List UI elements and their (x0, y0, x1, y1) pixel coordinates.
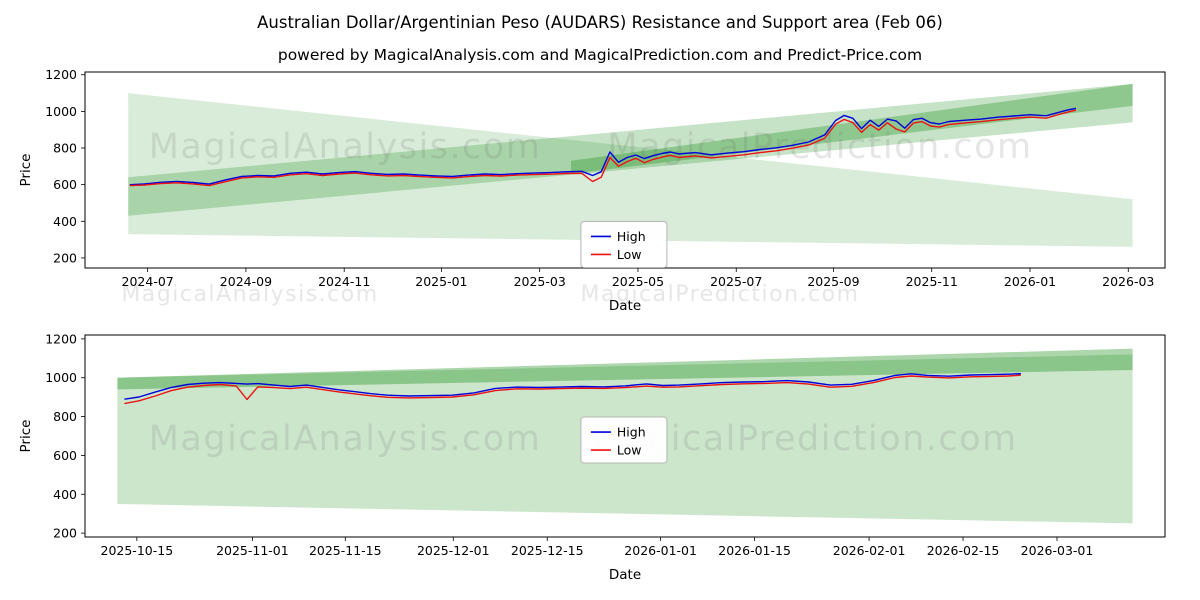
x-tick-label: 2026-01-15 (718, 543, 791, 558)
y-tick-label: 1200 (45, 67, 77, 82)
low-line (124, 374, 1021, 405)
x-tick-label: 2026-03 (1102, 274, 1154, 289)
y-tick-label: 600 (53, 177, 77, 192)
watermark-text: MagicalAnalysis.com (149, 419, 542, 459)
y-tick-label: 400 (53, 487, 77, 502)
y-tick-label: 1000 (45, 370, 77, 385)
x-tick-label: 2025-11-15 (309, 543, 382, 558)
y-tick-label: 800 (53, 409, 77, 424)
x-axis-label: Date (609, 567, 641, 583)
support-resistance-band (571, 83, 1133, 174)
support-resistance-band (117, 348, 1133, 390)
watermark-text: MagicalAnalysis.com (121, 282, 378, 307)
x-axis-label: Date (609, 298, 641, 314)
y-tick-label: 1200 (45, 331, 77, 346)
x-tick-label: 2024-11 (318, 274, 370, 289)
y-tick-label: 600 (53, 448, 77, 463)
plot-border (84, 71, 1166, 269)
watermark-text: MagicalPrediction.com (607, 127, 1032, 167)
plot-border (84, 334, 1166, 538)
x-tick-label: 2024-09 (220, 274, 272, 289)
x-tick-label: 2025-09 (807, 274, 859, 289)
legend-box (580, 416, 668, 464)
y-tick-label: 400 (53, 214, 77, 229)
x-tick-label: 2025-10-15 (101, 543, 174, 558)
legend-label-low: Low (617, 443, 642, 458)
low-line (129, 109, 1077, 187)
x-tick-label: 2026-02-15 (927, 543, 1000, 558)
y-axis-label: Price (18, 420, 34, 453)
watermark-text: MagicalAnalysis.com (149, 127, 542, 167)
x-tick-label: 2026-02-01 (833, 543, 906, 558)
y-axis-label: Price (18, 154, 34, 187)
y-tick-label: 1000 (45, 104, 77, 119)
y-tick-label: 200 (53, 250, 77, 265)
x-tick-label: 2025-07 (710, 274, 762, 289)
legend-box (580, 220, 668, 268)
x-tick-label: 2025-11 (906, 274, 958, 289)
chart-title: Australian Dollar/Argentinian Peso (AUDA… (257, 13, 943, 32)
x-tick-label: 2026-01-01 (624, 543, 697, 558)
x-tick-label: 2026-01 (1004, 274, 1056, 289)
x-tick-label: 2025-11-01 (216, 543, 289, 558)
x-tick-label: 2025-12-15 (511, 543, 584, 558)
x-tick-label: 2025-12-01 (417, 543, 490, 558)
x-tick-label: 2025-05 (612, 274, 664, 289)
legend-label-high: High (617, 425, 646, 440)
x-tick-label: 2025-03 (514, 274, 566, 289)
legend-label-high: High (617, 229, 646, 244)
high-line (129, 107, 1077, 186)
x-tick-label: 2025-01 (415, 274, 467, 289)
watermark-text: MagicalPrediction.com (581, 282, 860, 307)
legend-label-low: Low (617, 247, 642, 262)
y-tick-label: 200 (53, 526, 77, 541)
y-tick-label: 800 (53, 141, 77, 156)
support-resistance-band (128, 93, 1133, 247)
x-tick-label: 2024-07 (122, 274, 174, 289)
chart-subtitle: powered by MagicalAnalysis.com and Magic… (277, 46, 923, 64)
high-line (124, 373, 1021, 400)
x-tick-label: 2026-03-01 (1021, 543, 1094, 558)
support-resistance-band (128, 83, 1133, 216)
